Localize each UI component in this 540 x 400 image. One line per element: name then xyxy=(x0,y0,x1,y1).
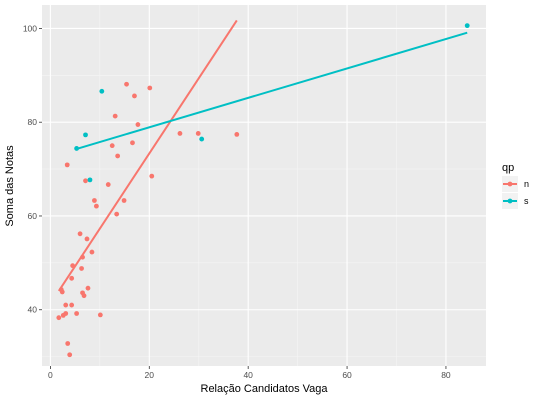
data-point-n xyxy=(114,211,120,217)
data-point-s xyxy=(464,23,470,29)
data-point-n xyxy=(92,198,97,203)
legend-label: s xyxy=(524,196,529,206)
data-point-n xyxy=(115,153,121,159)
y-tick-label: 60 xyxy=(28,211,38,221)
data-point-n xyxy=(59,289,65,295)
data-point-n xyxy=(149,173,155,179)
data-point-n xyxy=(130,140,135,146)
data-point-s xyxy=(87,177,93,183)
legend-entries: ns xyxy=(502,176,529,209)
data-point-n xyxy=(85,285,91,291)
data-point-n xyxy=(234,131,240,137)
legend-key-point xyxy=(507,181,513,187)
x-axis-title: Relação Candidatos Vaga xyxy=(201,383,329,395)
data-point-n xyxy=(177,131,183,136)
fit-line-s xyxy=(76,31,468,150)
data-point-n xyxy=(93,203,99,209)
legend-key-point xyxy=(507,198,513,204)
data-point-n xyxy=(77,231,83,237)
x-tick-label: 40 xyxy=(243,370,253,380)
data-point-n xyxy=(124,81,129,87)
y-tick-label: 80 xyxy=(28,117,38,127)
data-point-n xyxy=(65,341,71,346)
data-point-n xyxy=(70,263,76,269)
fit-line-n xyxy=(57,19,238,292)
data-point-n xyxy=(121,198,127,203)
data-point-n xyxy=(64,162,70,168)
legend-title: qp xyxy=(502,162,514,174)
data-point-n xyxy=(105,182,111,187)
data-point-n xyxy=(63,311,69,316)
x-tick-label: 80 xyxy=(441,370,451,380)
data-point-s xyxy=(74,146,80,151)
data-point-n xyxy=(83,178,88,184)
y-tick-label: 40 xyxy=(28,305,38,315)
legend-label: n xyxy=(524,179,529,189)
data-point-n xyxy=(84,236,90,242)
data-point-n xyxy=(195,131,201,136)
x-axis-ticks: 0 20 40 60 80 xyxy=(48,366,451,380)
minor-gridlines xyxy=(42,5,486,366)
data-point-n xyxy=(74,311,80,316)
data-points xyxy=(56,23,470,358)
data-point-n xyxy=(56,315,62,321)
data-point-n xyxy=(63,302,69,308)
data-point-n xyxy=(79,266,84,271)
data-point-n xyxy=(69,275,75,281)
data-point-s xyxy=(99,88,105,94)
data-point-n xyxy=(80,254,85,260)
regression-lines xyxy=(57,19,468,292)
y-axis-ticks: 40 60 80 100 xyxy=(23,23,42,315)
x-tick-label: 60 xyxy=(342,370,352,380)
data-point-s xyxy=(83,132,88,138)
data-point-n xyxy=(135,122,141,127)
data-point-n xyxy=(69,302,75,308)
x-tick-label: 0 xyxy=(48,370,53,380)
data-point-n xyxy=(81,293,87,299)
data-point-n xyxy=(132,93,137,99)
data-point-n xyxy=(112,113,118,119)
y-axis-title: Soma das Notas xyxy=(4,145,16,227)
legend: qp ns xyxy=(502,162,529,209)
data-point-n xyxy=(97,312,103,318)
y-tick-label: 100 xyxy=(23,23,37,33)
data-point-n xyxy=(147,85,153,91)
data-point-n xyxy=(109,143,115,149)
data-point-n xyxy=(89,249,95,255)
data-point-s xyxy=(199,136,205,142)
major-gridlines xyxy=(42,5,486,366)
x-tick-label: 20 xyxy=(145,370,155,380)
data-point-n xyxy=(67,352,73,358)
plot-background xyxy=(42,5,486,366)
